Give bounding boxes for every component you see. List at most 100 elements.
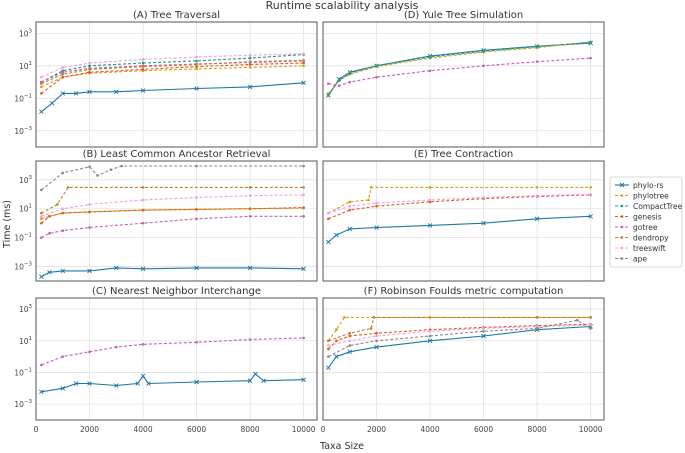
point-treeswift bbox=[482, 196, 485, 199]
legend-marker-CompactTree bbox=[620, 204, 624, 208]
point-treeswift bbox=[195, 196, 198, 199]
point-treeswift bbox=[482, 327, 485, 330]
legend-label: phylotree bbox=[633, 191, 669, 200]
point-treeswift bbox=[248, 53, 252, 57]
point-CompactTree bbox=[327, 94, 330, 97]
point-treeswift bbox=[327, 211, 330, 215]
point-CompactTree bbox=[428, 55, 432, 59]
point-dendropy bbox=[372, 316, 376, 319]
point-phylotree bbox=[535, 186, 539, 189]
series-gotree bbox=[41, 337, 304, 366]
point-phylo-rs bbox=[194, 265, 199, 271]
point-phylo-rs bbox=[374, 344, 379, 350]
point-phylotree bbox=[40, 85, 43, 89]
point-phylo-rs bbox=[135, 381, 141, 386]
point-phylotree bbox=[589, 186, 592, 189]
legend-label: CompactTree bbox=[633, 202, 683, 211]
point-gotree bbox=[375, 75, 378, 79]
point-phylo-rs bbox=[87, 89, 92, 95]
panel-A: (A) Tree Traversal 103 101 10−1 10−3 bbox=[14, 10, 318, 148]
series-phylo-rs bbox=[41, 82, 304, 113]
point-dendropy bbox=[40, 82, 43, 85]
point-phylo-rs bbox=[39, 389, 44, 395]
point-gotree bbox=[40, 363, 43, 367]
point-phylo-rs bbox=[140, 88, 146, 93]
point-phylo-rs bbox=[60, 91, 66, 96]
point-genesis bbox=[88, 210, 91, 214]
legend-label: gotree bbox=[633, 223, 658, 232]
point-dendropy bbox=[302, 186, 305, 189]
point-gotree bbox=[61, 355, 65, 358]
panel-C: (C) Nearest Neighbor Interchange 103 101 10… bbox=[14, 286, 318, 434]
point-phylo-rs bbox=[347, 349, 353, 355]
point-treeswift bbox=[327, 344, 330, 347]
point-phylo-rs bbox=[326, 365, 331, 371]
point-treeswift bbox=[61, 207, 65, 211]
legend-marker-ape bbox=[620, 257, 624, 260]
x-tick-label: 6000 bbox=[187, 425, 206, 434]
x-tick-label: 8000 bbox=[528, 425, 547, 434]
point-treeswift bbox=[88, 203, 91, 206]
point-phylotree bbox=[367, 198, 370, 202]
plot-frame bbox=[35, 21, 318, 148]
point-CompactTree bbox=[375, 64, 378, 68]
point-genesis bbox=[327, 217, 330, 221]
point-phylo-rs bbox=[588, 213, 593, 219]
y-tick-label: 10−1 bbox=[14, 233, 32, 243]
point-gotree bbox=[337, 84, 341, 87]
point-ape bbox=[195, 164, 198, 168]
plot-area bbox=[36, 298, 317, 420]
point-gotree bbox=[48, 231, 51, 235]
point-phylo-rs bbox=[481, 220, 486, 226]
point-phylo-rs bbox=[194, 86, 199, 91]
point-phylo-rs bbox=[113, 265, 119, 271]
point-phylo-rs bbox=[534, 216, 540, 222]
x-tick-label: 8000 bbox=[241, 425, 260, 434]
point-phylotree bbox=[248, 66, 252, 69]
point-gotree bbox=[88, 350, 91, 354]
y-tick-label: 101 bbox=[19, 204, 32, 214]
x-tick-label: 6000 bbox=[474, 425, 493, 434]
x-tick-label: 0 bbox=[321, 425, 326, 434]
point-treeswift bbox=[535, 194, 539, 197]
point-phylo-rs bbox=[374, 225, 379, 230]
point-phylo-rs bbox=[49, 100, 55, 106]
point-gotree bbox=[535, 60, 539, 63]
point-genesis bbox=[327, 347, 330, 351]
point-treeswift bbox=[428, 198, 432, 202]
plot-frame bbox=[35, 297, 318, 421]
point-phylotree bbox=[428, 186, 432, 189]
point-phylo-rs bbox=[301, 80, 306, 86]
x-tick-label: 4000 bbox=[134, 425, 153, 434]
series-phylotree bbox=[327, 316, 591, 342]
point-phylo-rs bbox=[247, 378, 253, 384]
point-CompactTree bbox=[535, 45, 539, 49]
x-tick-label: 10000 bbox=[579, 425, 603, 434]
point-phylo-rs bbox=[301, 377, 306, 383]
legend-label: phylo-rs bbox=[633, 181, 664, 190]
plot-frame bbox=[322, 160, 605, 282]
point-phylo-rs bbox=[334, 354, 339, 359]
point-treeswift bbox=[195, 55, 198, 59]
panel-title: (E) Tree Contraction bbox=[414, 149, 514, 160]
point-gotree bbox=[428, 69, 432, 73]
panel-E: (E) Tree Contraction bbox=[322, 149, 605, 282]
point-dendropy bbox=[141, 186, 145, 189]
point-phylo-rs bbox=[301, 266, 306, 272]
x-tick-label: 4000 bbox=[421, 425, 440, 434]
point-treeswift bbox=[248, 194, 252, 197]
point-phylo-rs bbox=[39, 274, 44, 279]
point-gotree bbox=[195, 341, 198, 344]
plot-area bbox=[323, 161, 604, 281]
series-genesis bbox=[41, 207, 304, 224]
y-tick-label: 10−1 bbox=[14, 367, 32, 377]
legend-marker-gotree bbox=[620, 225, 624, 229]
point-treeswift bbox=[141, 58, 145, 61]
point-ape bbox=[61, 171, 65, 175]
point-dendropy bbox=[248, 186, 252, 189]
point-phylo-rs bbox=[39, 109, 44, 114]
point-treeswift bbox=[88, 61, 91, 65]
point-ape bbox=[575, 318, 579, 322]
